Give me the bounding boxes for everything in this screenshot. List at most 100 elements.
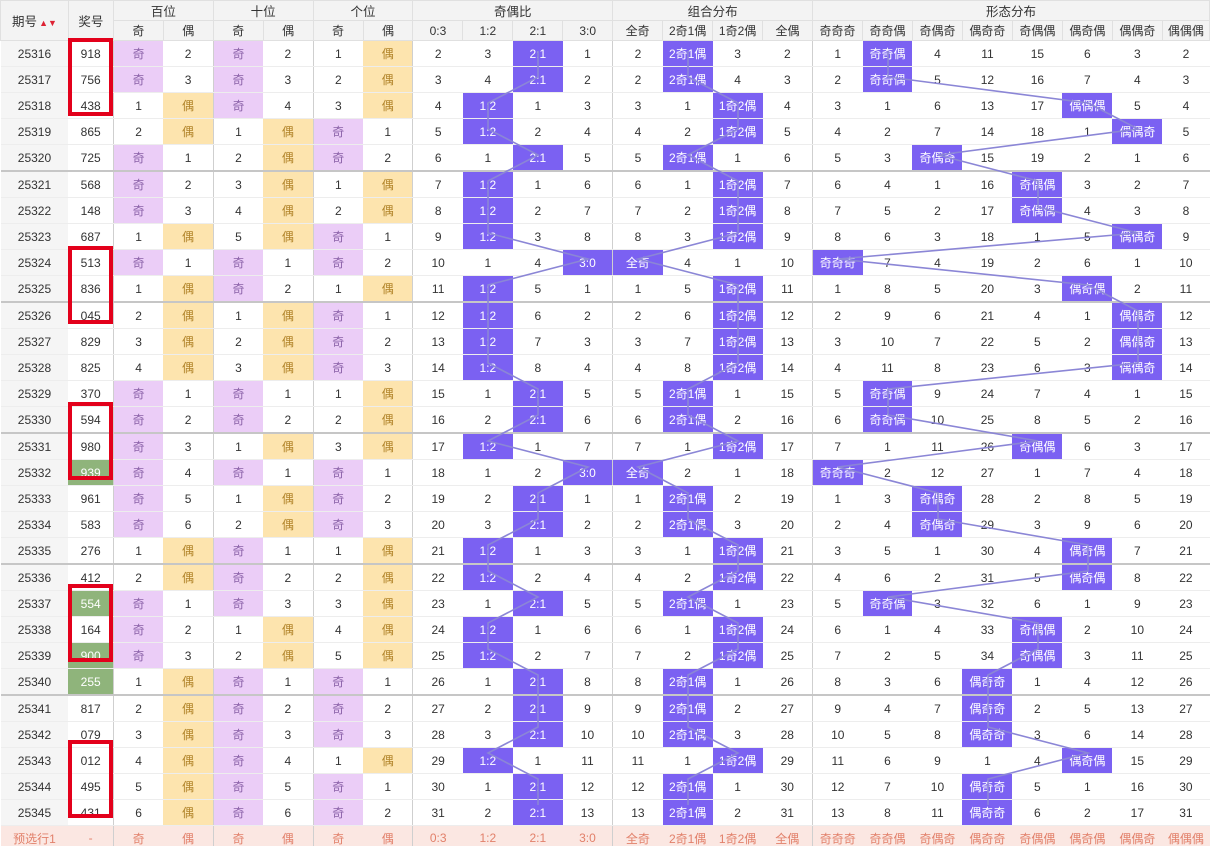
number-cell: 980 [68,433,114,460]
number-cell: 255 [68,668,114,696]
stat-cell: 2 [812,66,863,93]
stat-cell: 18 [1162,459,1210,486]
forecast-cell[interactable]: 预选行1 [0,825,69,846]
forecast-cell[interactable]: 奇 [312,825,364,846]
forecast-cell[interactable]: 全奇 [612,825,663,846]
digit-cell: 偶 [163,747,214,774]
digit-cell: 3 [363,354,413,381]
forecast-cell[interactable]: 奇偶偶 [1012,825,1063,846]
forecast-cell[interactable]: 1奇2偶 [712,825,763,846]
forecast-cell[interactable]: 偶偶奇 [1112,825,1163,846]
digit-cell: 奇 [212,773,264,800]
forecast-cell[interactable]: 奇奇奇 [812,825,863,846]
forecast-cell[interactable]: 偶偶偶 [1162,825,1210,846]
stat-cell: 5 [1112,485,1163,512]
digit-cell: 4 [263,747,314,774]
stat-cell: 9 [1062,511,1113,538]
digit-cell: 1 [263,380,314,407]
issue-header[interactable]: 期号 ▲▼ [0,0,69,41]
stat-cell: 24 [1162,616,1210,643]
stat-cell: 6 [912,668,963,696]
table-row: 25331 980 奇 3 1 偶 3 偶 17 1:2 1 7 7 1 1奇2偶 17 7 1 11 26 奇偶偶 6 3… [0,433,1210,460]
stat-cell: 1:2 [462,616,513,643]
stat-cell: 8 [862,799,913,826]
forecast-cell[interactable]: 1:2 [462,825,513,846]
stat-cell: 17 [412,433,463,460]
forecast-cell[interactable]: 偶 [363,825,413,846]
stat-cell: 9 [912,380,963,407]
forecast-cell[interactable]: - [68,825,114,846]
stat-cell: 奇奇奇 [812,249,863,276]
digit-cell: 3 [312,590,364,617]
forecast-cell[interactable]: 偶 [163,825,214,846]
stat-cell: 5 [1112,92,1163,119]
forecast-cell[interactable]: 全偶 [762,825,813,846]
stat-cell: 1 [462,249,513,276]
forecast-cell[interactable]: 奇 [212,825,264,846]
stat-cell: 25 [1162,642,1210,669]
stat-cell: 3 [1112,197,1163,224]
forecast-cell[interactable]: 偶奇偶 [1062,825,1113,846]
digit-cell: 3 [163,66,214,93]
stat-cell: 1:2 [462,197,513,224]
digit-cell: 偶 [163,773,214,800]
stat-cell: 7 [1012,380,1063,407]
forecast-cell[interactable]: 奇 [112,825,164,846]
digit-cell: 奇 [112,197,164,224]
digit-cell: 1 [363,773,413,800]
stat-cell: 奇奇偶 [862,40,913,67]
digit-cell: 偶 [263,511,314,538]
stat-cell: 4 [912,40,963,67]
digit-cell: 奇 [212,747,264,774]
stat-cell: 1奇2偶 [712,171,763,198]
stat-cell: 31 [762,799,813,826]
forecast-row[interactable]: 预选行1- 奇偶奇偶奇偶 0:3 1:2 2:1 3:0 全奇 2奇1偶 1奇2偶 全偶 奇奇奇 奇奇… [0,825,1210,846]
stat-cell: 2 [1112,406,1163,434]
forecast-cell[interactable]: 2奇1偶 [662,825,713,846]
stat-cell: 9 [562,695,613,722]
stat-cell: 1奇2偶 [712,642,763,669]
stat-cell: 3 [712,40,763,67]
forecast-cell[interactable]: 奇奇偶 [862,825,913,846]
stat-cell: 2 [512,197,563,224]
sort-icon[interactable]: ▲▼ [39,18,57,28]
stat-cell: 2 [862,642,913,669]
shape-subheader: 奇奇偶 [862,20,913,41]
digit-cell: 1 [112,537,164,565]
stat-cell: 2:1 [512,668,563,696]
digit-cell: 2 [263,406,314,434]
number-cell: 554 [68,590,114,617]
forecast-cell[interactable]: 2:1 [512,825,563,846]
digit-cell: 2 [212,328,264,355]
forecast-cell[interactable]: 偶 [263,825,314,846]
stat-cell: 6 [812,616,863,643]
digit-cell: 1 [163,144,214,172]
stat-cell: 4 [562,564,613,591]
digit-cell: 1 [263,459,314,486]
stat-cell: 2:1 [512,380,563,407]
digit-cell: 奇 [312,668,364,696]
stat-cell: 1 [512,747,563,774]
stat-cell: 17 [1112,799,1163,826]
digit-cell: 1 [163,249,214,276]
digit-cell: 2 [212,144,264,172]
issue-cell: 25336 [0,564,69,591]
digit-cell: 3 [212,354,264,381]
digit-cell: 2 [363,249,413,276]
stat-cell: 4 [562,354,613,381]
forecast-cell[interactable]: 0:3 [412,825,463,846]
forecast-cell[interactable]: 偶奇奇 [962,825,1013,846]
forecast-cell[interactable]: 3:0 [562,825,613,846]
stat-cell: 4 [912,249,963,276]
digit-cell: 3 [112,721,164,748]
stat-cell: 3 [1062,354,1113,381]
stat-cell: 6 [1062,721,1113,748]
forecast-cell[interactable]: 奇偶奇 [912,825,963,846]
stat-cell: 7 [512,328,563,355]
stat-cell: 5 [912,66,963,93]
ratio-subheader: 0:3 [412,20,464,41]
stat-cell: 全奇 [612,459,663,486]
stat-cell: 10 [812,721,863,748]
stat-cell: 4 [462,66,513,93]
